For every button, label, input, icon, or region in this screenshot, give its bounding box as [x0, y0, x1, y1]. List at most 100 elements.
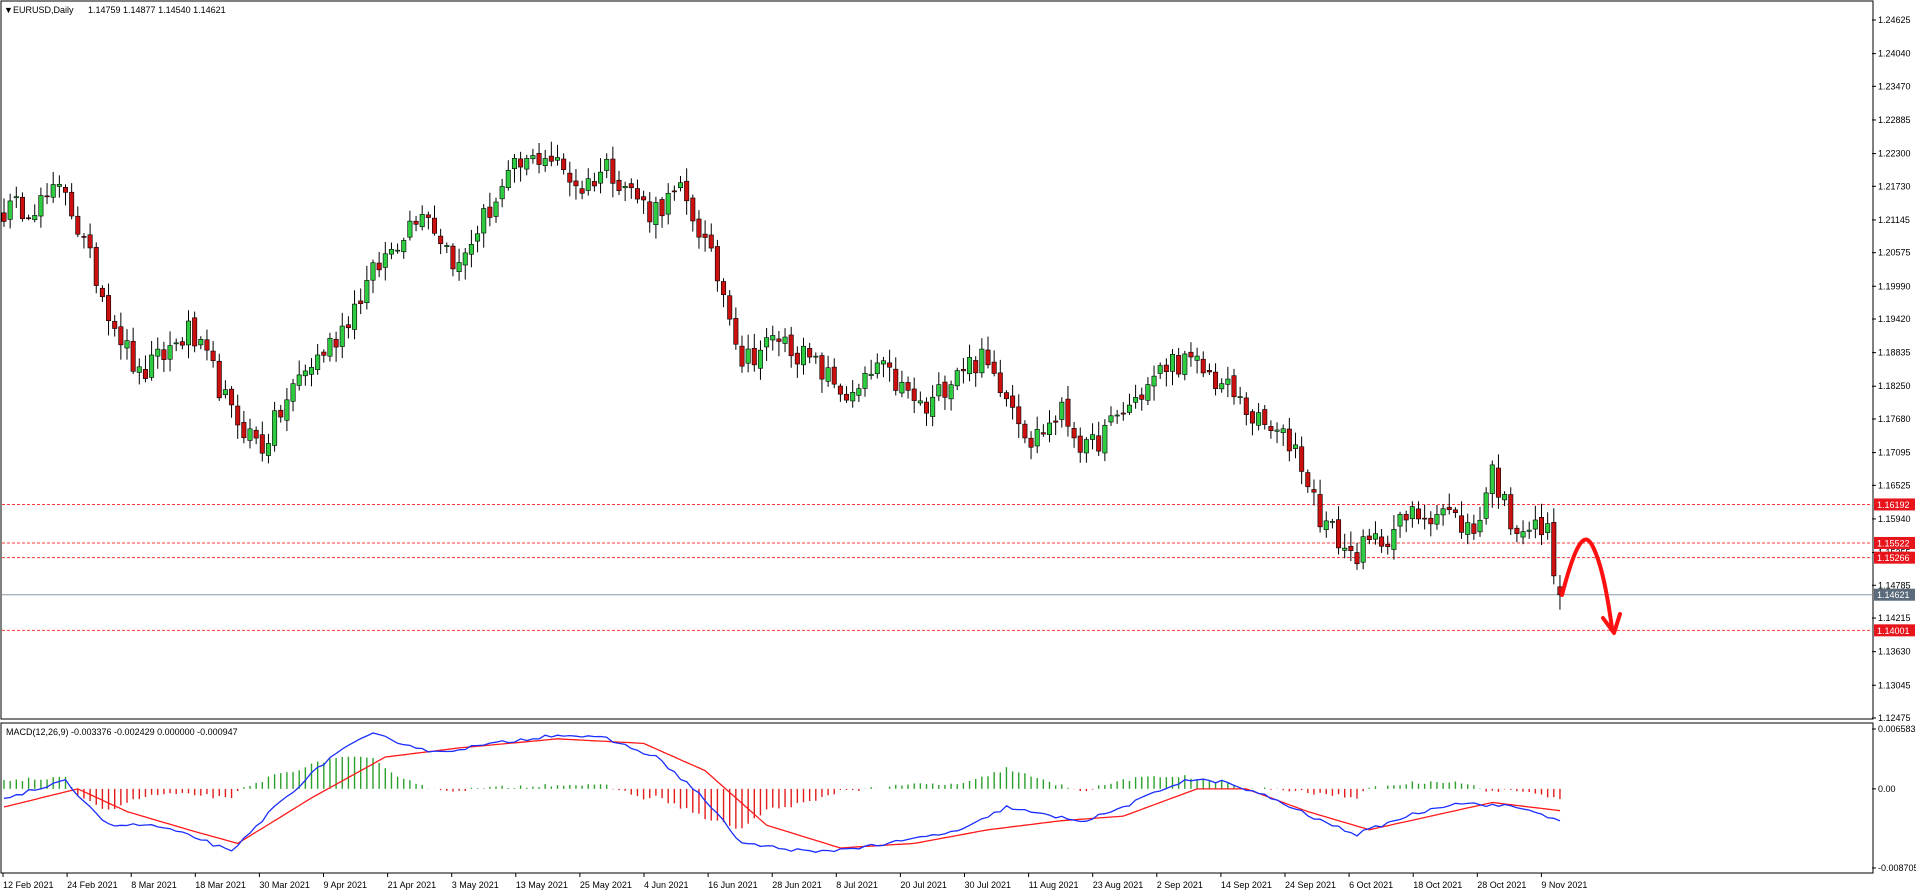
candle [382, 241, 388, 281]
candle [1532, 505, 1538, 539]
forecast-arrow[interactable] [1560, 537, 1622, 635]
candle [1317, 479, 1323, 533]
price-tick-label: 1.14785 [1878, 580, 1911, 590]
candle [1551, 508, 1557, 585]
candle [339, 312, 345, 359]
price-tag-text: 1.16192 [1877, 500, 1910, 510]
candle [954, 367, 960, 391]
macd-signal-line [3, 738, 1561, 849]
candle [733, 307, 739, 350]
candle [1354, 542, 1360, 570]
candle [1225, 366, 1231, 398]
date-tick-label: 23 Aug 2021 [1093, 880, 1144, 890]
candle [450, 243, 456, 277]
candle [1151, 365, 1157, 401]
candle [610, 146, 616, 198]
candle [1434, 505, 1440, 530]
price-tag-text: 1.15522 [1877, 538, 1910, 548]
candle [973, 356, 979, 387]
candle [444, 242, 450, 254]
candle [561, 153, 567, 175]
candle [1034, 416, 1040, 454]
candle [942, 375, 948, 410]
candle [1213, 363, 1219, 396]
candle [173, 338, 179, 352]
candle [499, 178, 505, 208]
candle [1163, 358, 1169, 387]
candle [493, 197, 499, 223]
date-tick-label: 20 Jul 2021 [900, 880, 947, 890]
candle [75, 206, 81, 238]
candle [161, 341, 167, 373]
macd-axis: 0.006583 0.00 -0.008705 [1872, 724, 1916, 873]
candle [192, 311, 198, 353]
date-tick-label: 9 Apr 2021 [324, 880, 368, 890]
candle [1305, 469, 1311, 493]
candle [1508, 487, 1514, 536]
candle [179, 337, 185, 350]
candle [308, 358, 314, 387]
price-tick-label: 1.17095 [1878, 448, 1911, 458]
candle [1385, 535, 1391, 555]
candle [186, 310, 192, 359]
price-tick-label: 1.20575 [1878, 248, 1911, 258]
date-tick-label: 24 Sep 2021 [1285, 880, 1336, 890]
candle [50, 171, 56, 203]
candle [856, 383, 862, 403]
candle [1459, 501, 1465, 539]
candle [831, 358, 837, 389]
candle [997, 359, 1003, 398]
macd-pane-frame[interactable] [0, 722, 1874, 874]
candle [554, 144, 560, 166]
candle [1489, 460, 1495, 508]
price-tick-label: 1.12475 [1878, 713, 1911, 723]
candle [1243, 392, 1249, 426]
candle [708, 223, 714, 252]
candle [229, 386, 235, 418]
candle [99, 285, 105, 302]
candle [1372, 521, 1378, 545]
candle [991, 350, 997, 377]
candle [388, 242, 394, 260]
main-chart-frame[interactable] [0, 0, 1874, 720]
candle [1028, 431, 1034, 460]
candle [671, 185, 677, 201]
candle [653, 196, 659, 239]
candle [198, 336, 204, 350]
date-tick-label: 16 Jun 2021 [708, 880, 758, 890]
candle [167, 331, 173, 372]
candle [124, 329, 130, 360]
candle [106, 283, 112, 336]
date-tick-label: 6 Oct 2021 [1349, 880, 1393, 890]
price-tick-label: 1.24040 [1878, 49, 1911, 59]
candle [1120, 402, 1126, 421]
symbol-menu-icon[interactable]: ▼ [4, 5, 13, 15]
candle [32, 204, 38, 223]
candle [1526, 521, 1532, 539]
date-tick-label: 11 Aug 2021 [1029, 880, 1079, 890]
candle [1083, 437, 1089, 463]
level-lines [2, 503, 1872, 631]
candle [118, 312, 124, 360]
candle [800, 337, 806, 375]
candle [1219, 378, 1225, 393]
candle [1, 198, 7, 227]
candle [1545, 512, 1551, 540]
candle [62, 184, 68, 206]
price-tick-label: 1.22885 [1878, 115, 1911, 125]
date-tick-label: 13 May 2021 [516, 880, 568, 890]
candle [967, 344, 973, 382]
candle [1090, 423, 1096, 450]
candle [413, 215, 419, 232]
candle [776, 331, 782, 357]
candle [456, 248, 462, 281]
candle [56, 175, 62, 198]
candle [475, 225, 481, 253]
candle [548, 141, 554, 167]
candle [1022, 420, 1028, 444]
candle [764, 327, 770, 362]
candle [948, 380, 954, 411]
candle [345, 316, 351, 339]
candle [1502, 491, 1508, 507]
